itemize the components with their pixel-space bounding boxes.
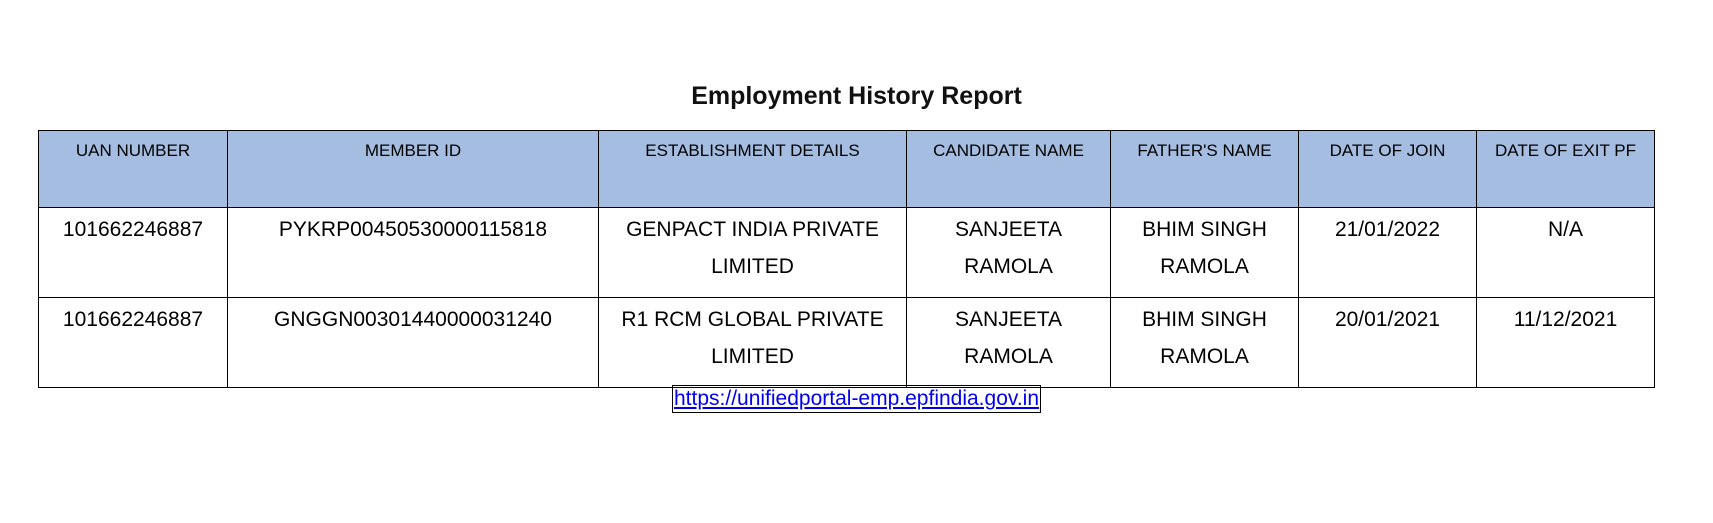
cell-date-of-exit: 11/12/2021 <box>1476 297 1655 388</box>
header-candidate-name: CANDIDATE NAME <box>906 130 1111 208</box>
cell-date-of-exit: N/A <box>1476 207 1655 298</box>
header-date-of-exit: DATE OF EXIT PF <box>1476 130 1655 208</box>
cell-candidate-name: SANJEETA RAMOLA <box>906 297 1111 388</box>
table-row: 101662246887 GNGGN00301440000031240 R1 R… <box>38 297 1655 388</box>
report-title: Employment History Report <box>691 82 1022 110</box>
header-fathers-name: FATHER'S NAME <box>1110 130 1299 208</box>
cell-uan-number: 101662246887 <box>38 297 228 388</box>
header-uan-number: UAN NUMBER <box>38 130 228 208</box>
cell-fathers-name: BHIM SINGH RAMOLA <box>1110 207 1299 298</box>
cell-establishment: R1 RCM GLOBAL PRIVATE LIMITED <box>598 297 907 388</box>
header-row: UAN NUMBER MEMBER ID ESTABLISHMENT DETAI… <box>38 130 1655 208</box>
header-member-id: MEMBER ID <box>227 130 599 208</box>
link-container: https://unifiedportal-emp.epfindia.gov.i… <box>0 385 1713 413</box>
employment-history-table: UAN NUMBER MEMBER ID ESTABLISHMENT DETAI… <box>38 130 1655 388</box>
cell-uan-number: 101662246887 <box>38 207 228 298</box>
cell-candidate-name: SANJEETA RAMOLA <box>906 207 1111 298</box>
cell-member-id: PYKRP00450530000115818 <box>227 207 599 298</box>
header-date-of-join: DATE OF JOIN <box>1298 130 1477 208</box>
cell-member-id: GNGGN00301440000031240 <box>227 297 599 388</box>
cell-establishment: GENPACT INDIA PRIVATE LIMITED <box>598 207 907 298</box>
cell-date-of-join: 21/01/2022 <box>1298 207 1477 298</box>
table-row: 101662246887 PYKRP00450530000115818 GENP… <box>38 207 1655 298</box>
cell-fathers-name: BHIM SINGH RAMOLA <box>1110 297 1299 388</box>
cell-date-of-join: 20/01/2021 <box>1298 297 1477 388</box>
header-establishment-details: ESTABLISHMENT DETAILS <box>598 130 907 208</box>
epfo-portal-link[interactable]: https://unifiedportal-emp.epfindia.gov.i… <box>672 385 1041 413</box>
